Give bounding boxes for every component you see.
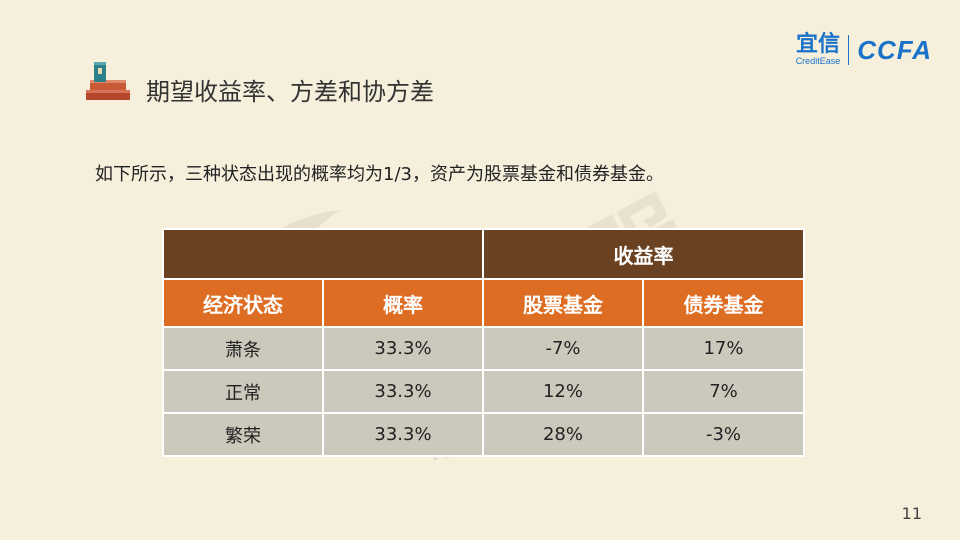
table-cell: 萧条 [162,326,324,371]
table-cell: 33.3% [322,412,484,457]
page-title: 期望收益率、方差和协方差 [146,78,434,106]
column-header: 股票基金 [482,278,644,328]
intro-text: 如下所示，三种状态出现的概率均为1/3，资产为股票基金和债券基金。 [95,164,664,185]
table-cell: 7% [642,369,805,414]
books-icon [86,62,130,100]
company-logo: 宜信 CreditEase CCFA [796,30,932,70]
group-header-blank [162,228,484,280]
column-header: 经济状态 [162,278,324,328]
column-header: 概率 [322,278,484,328]
table-cell: 28% [482,412,644,457]
logo-en-text: CreditEase [795,56,841,66]
table-cell: 17% [642,326,805,371]
table-cell: 正常 [162,369,324,414]
table-group-header-row: 收益率 [162,228,805,280]
table-row: 正常 33.3% 12% 7% [162,369,805,414]
table-row: 萧条 33.3% -7% 17% [162,326,805,371]
table-header-row: 经济状态 概率 股票基金 债券基金 [162,278,805,328]
table-row: 繁荣 33.3% 28% -3% [162,412,805,457]
returns-table: 收益率 经济状态 概率 股票基金 债券基金 萧条 33.3% -7% 17% 正… [162,228,805,457]
page-number: 11 [901,504,922,523]
table-cell: -7% [482,326,644,371]
table-cell: 33.3% [322,326,484,371]
logo-divider [848,35,850,65]
group-header-returns: 收益率 [482,228,805,280]
table-cell: 12% [482,369,644,414]
creditease-logo: 宜信 CreditEase [795,32,841,67]
table-cell: 33.3% [322,369,484,414]
logo-cn-text: 宜信 [795,32,840,57]
table-cell: 繁荣 [162,412,324,457]
table-cell: -3% [642,412,805,457]
ccfa-logo: CCFA [857,34,932,65]
column-header: 债券基金 [642,278,805,328]
